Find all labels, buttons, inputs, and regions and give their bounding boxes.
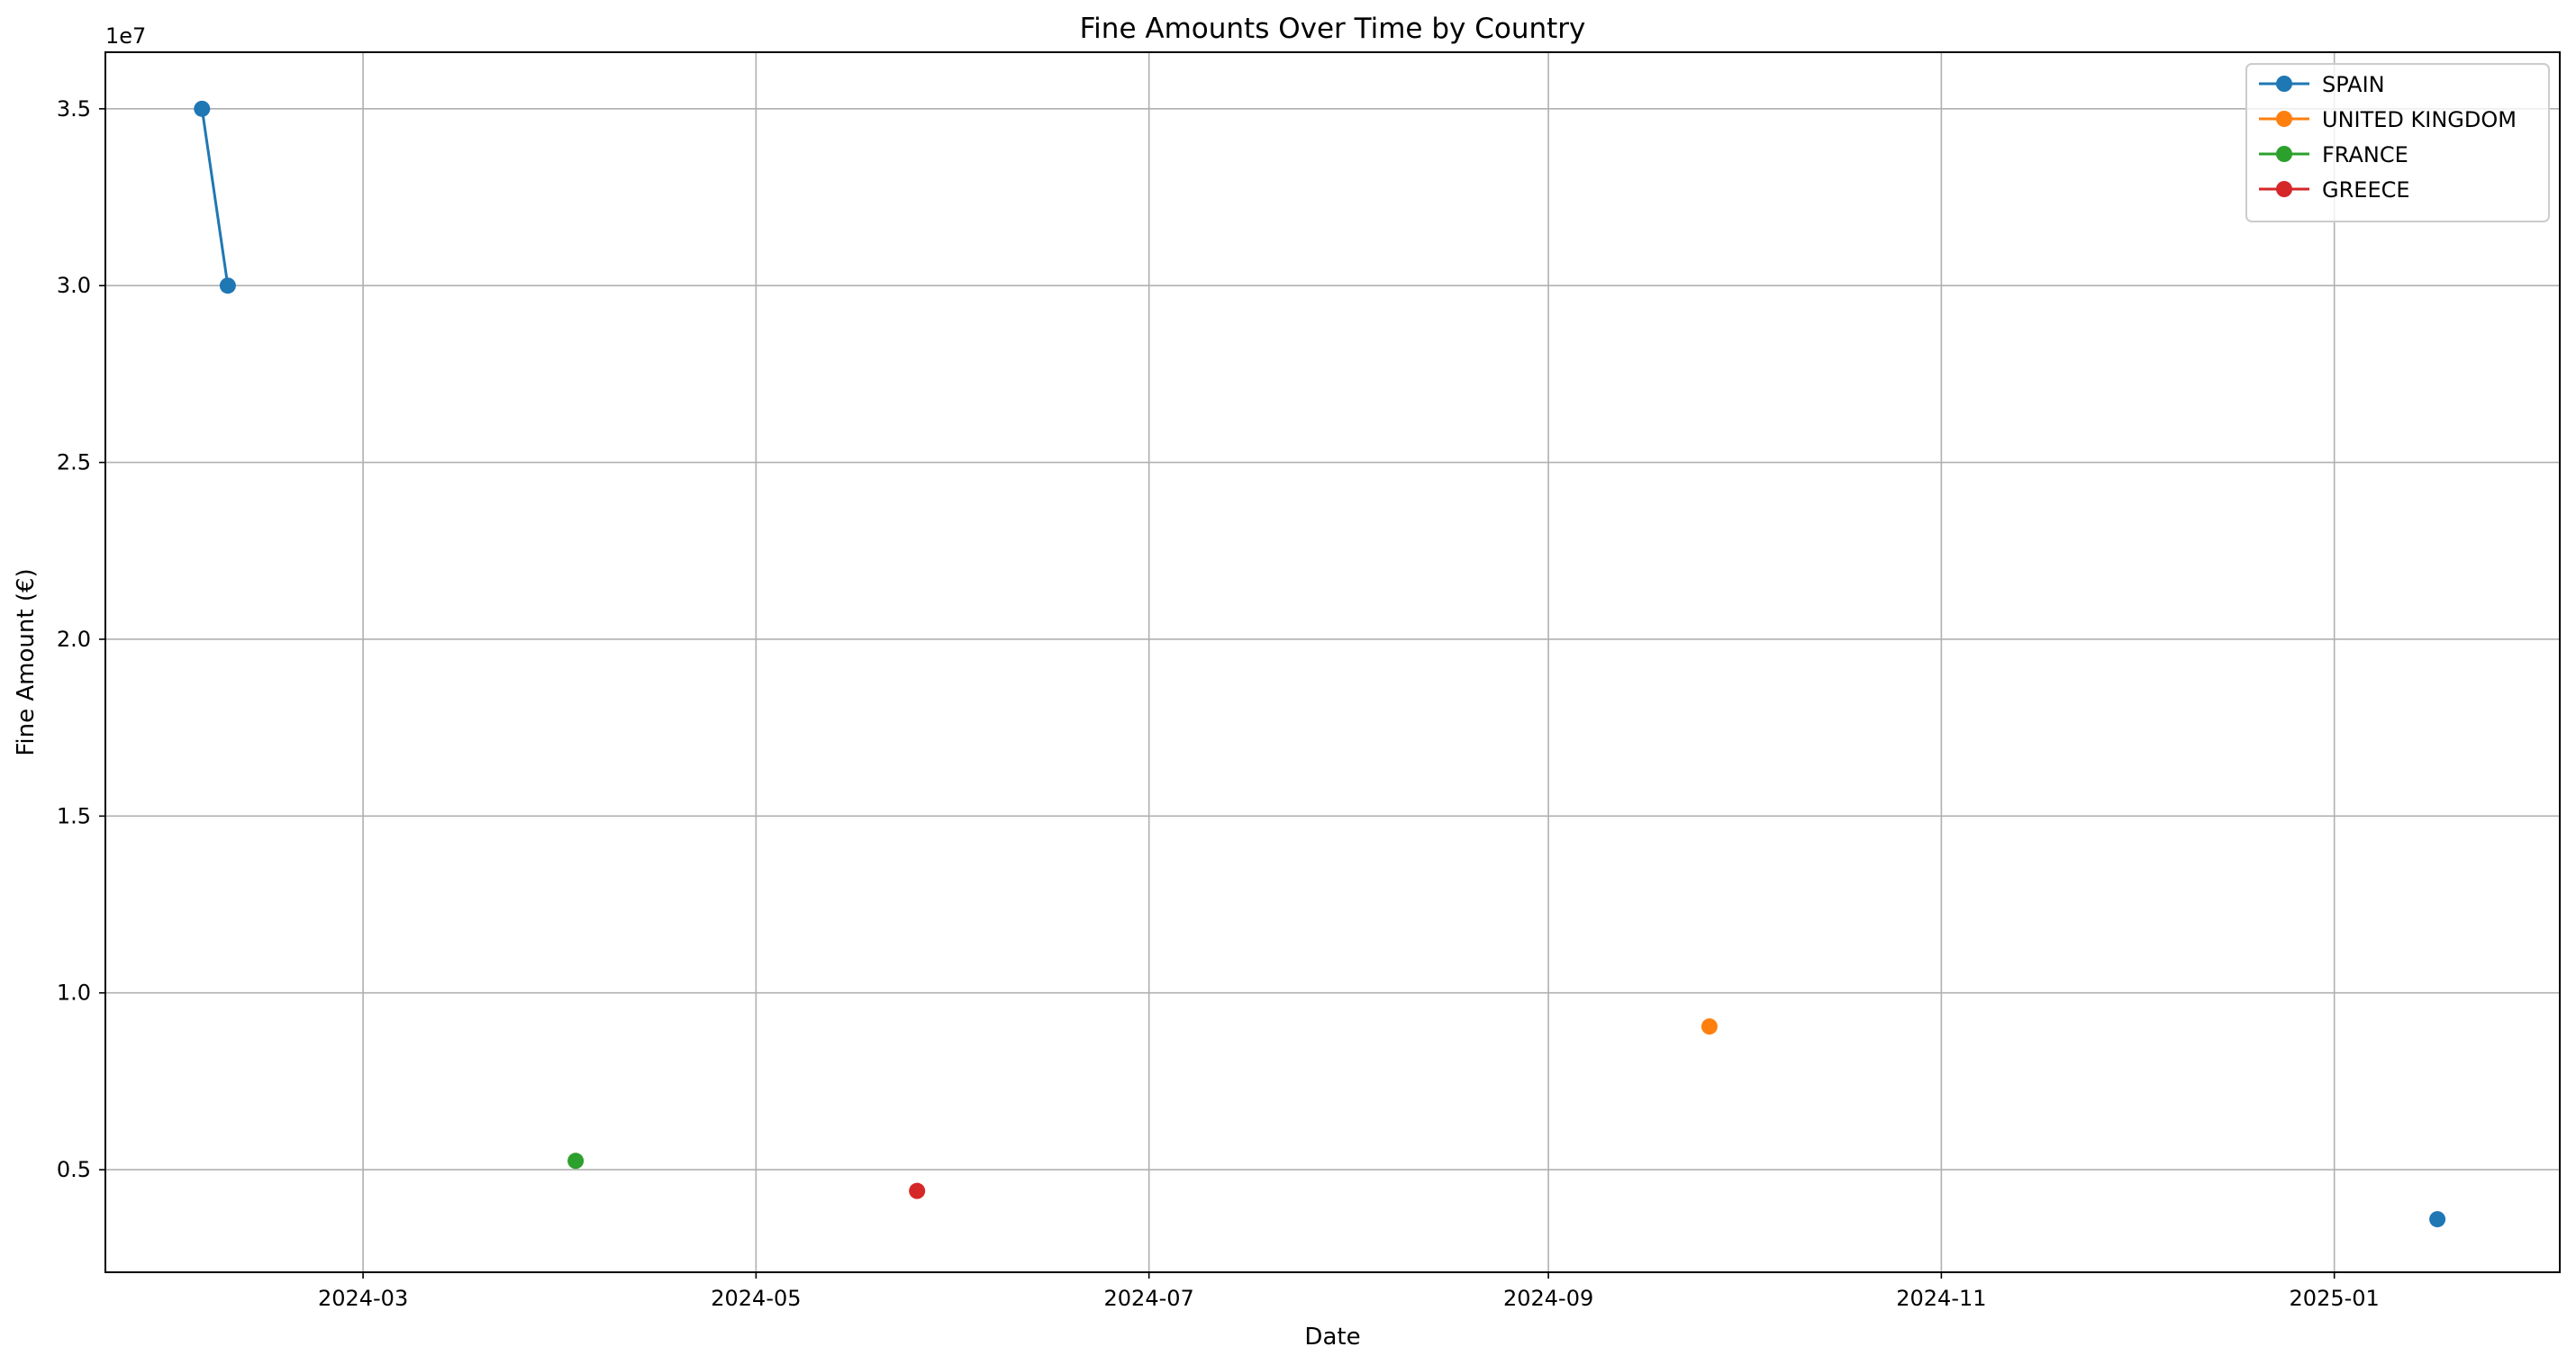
legend-label: GREECE bbox=[2322, 177, 2410, 203]
legend-marker bbox=[2276, 111, 2292, 127]
chart-title: Fine Amounts Over Time by Country bbox=[1080, 13, 1586, 45]
y-tick-label: 2.0 bbox=[57, 627, 91, 652]
grid-lines bbox=[105, 52, 2560, 1272]
data-point-greece bbox=[909, 1182, 926, 1199]
legend-marker bbox=[2276, 146, 2292, 162]
y-tick-label: 2.5 bbox=[57, 450, 91, 475]
data-point-spain bbox=[219, 277, 236, 294]
legend-label: UNITED KINGDOM bbox=[2322, 107, 2517, 132]
legend-label: SPAIN bbox=[2322, 72, 2385, 97]
data-point-france bbox=[567, 1153, 585, 1170]
x-axis-title: Date bbox=[1304, 1324, 1360, 1351]
y-tick-label: 3.5 bbox=[57, 96, 91, 122]
x-tick-label: 2024-11 bbox=[1896, 1286, 1986, 1311]
data-point-spain bbox=[194, 100, 211, 117]
y-tick-label: 1.5 bbox=[57, 803, 91, 828]
axis-ticks: 2024-03 2024-05 2024-07 2024-09 2024-11 2025-… bbox=[57, 96, 2380, 1311]
y-tick-label: 1.0 bbox=[57, 981, 91, 1006]
legend-marker bbox=[2276, 181, 2292, 197]
legend-label: FRANCE bbox=[2322, 142, 2408, 167]
x-tick-label: 2024-03 bbox=[318, 1286, 408, 1311]
plot-frame bbox=[104, 51, 2561, 1273]
plot-series bbox=[194, 100, 2446, 1228]
data-point-spain bbox=[2429, 1211, 2446, 1228]
x-tick-label: 2024-07 bbox=[1104, 1286, 1194, 1311]
legend: SPAIN UNITED KINGDOM FRANCE GREECE bbox=[2245, 63, 2550, 222]
y-axis-offset-label: 1e7 bbox=[105, 23, 146, 49]
legend-marker bbox=[2276, 76, 2292, 92]
y-axis-title: Fine Amount (€) bbox=[13, 568, 40, 755]
x-tick-label: 2025-01 bbox=[2290, 1286, 2380, 1311]
x-tick-label: 2024-05 bbox=[711, 1286, 801, 1311]
y-tick-label: 0.5 bbox=[57, 1157, 91, 1182]
y-tick-label: 3.0 bbox=[57, 273, 91, 298]
data-point-united-kingdom bbox=[1701, 1018, 1718, 1035]
legend-box bbox=[2245, 63, 2550, 222]
x-tick-label: 2024-09 bbox=[1503, 1286, 1593, 1311]
series-line-spain bbox=[200, 108, 230, 286]
